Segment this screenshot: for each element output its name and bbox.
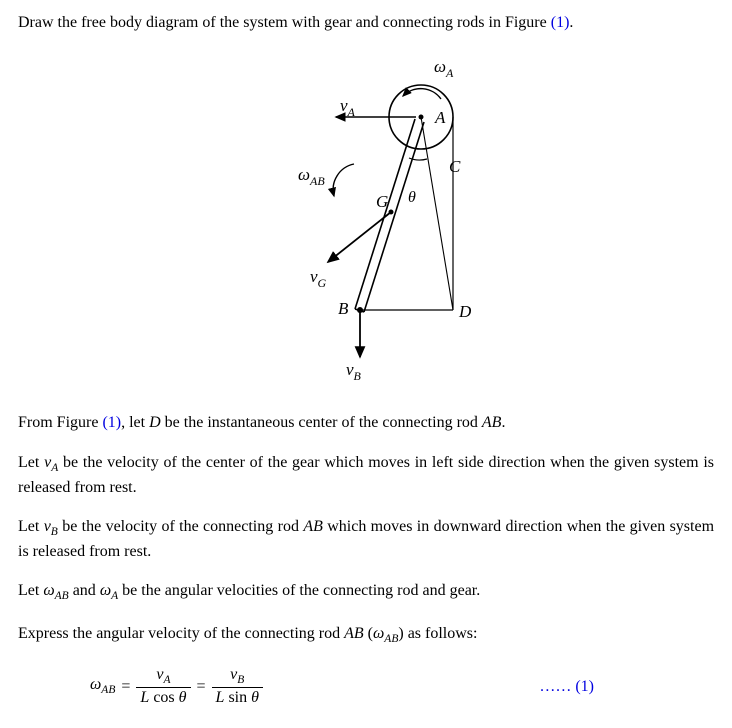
rod-AB-left	[355, 119, 415, 309]
free-body-diagram: ωA vA A C B D G	[216, 52, 516, 389]
p1c: be the instantaneous center of the conne…	[165, 414, 478, 431]
p4w1s: AB	[55, 591, 69, 603]
eqlhss: AB	[101, 684, 115, 696]
eq-eq1: =	[115, 676, 136, 698]
p5a: Express the angular velocity of the conn…	[18, 625, 340, 642]
p2a: Let	[18, 454, 39, 471]
eq-lhs: ωAB	[90, 674, 115, 699]
eq-den2: L sin θ	[212, 688, 263, 707]
paragraph-figure-D: From Figure (1), let D be the instantane…	[18, 412, 714, 434]
paragraph-express: Express the angular velocity of the conn…	[18, 623, 714, 648]
diagram-svg: ωA vA A C B D G	[216, 52, 516, 382]
eqd1t: θ	[179, 689, 187, 706]
paragraph-omegas: Let ωAB and ωA be the angular velocities…	[18, 580, 714, 605]
eq-n: (1)	[575, 678, 594, 695]
p3vsub: B	[51, 526, 58, 538]
eq-dots: ……	[539, 678, 571, 695]
eq-frac1: vA L cos θ	[136, 666, 190, 707]
p5pw: ω	[373, 625, 384, 642]
eq-num1: vA	[136, 666, 190, 688]
p4-wA: ωA	[100, 582, 118, 599]
D-label: D	[458, 302, 472, 321]
omega-AB-label: ωAB	[298, 165, 325, 188]
p4-wAB: ωAB	[43, 582, 68, 599]
paragraph-vB: Let vB be the velocity of the connecting…	[18, 516, 714, 562]
p5ps: AB	[384, 633, 398, 645]
theta-label: θ	[408, 189, 416, 206]
A-label: A	[434, 108, 446, 127]
eqd2L: L	[216, 689, 225, 706]
p4w2: ω	[100, 582, 111, 599]
eq-eq2: =	[191, 676, 212, 698]
p4a: Let	[18, 582, 39, 599]
intro-text-after: .	[569, 14, 573, 31]
eqlhsw: ω	[90, 676, 101, 693]
eq-frac2: vB L sin θ	[212, 666, 263, 707]
rod-AB-right	[364, 122, 424, 312]
p5-AB: AB	[344, 625, 364, 642]
p3b: be the velocity of the connecting rod	[62, 518, 299, 535]
eqd2t: θ	[251, 689, 259, 706]
p3v: v	[44, 518, 51, 535]
p4w1: ω	[43, 582, 54, 599]
omega-AB-arrow	[333, 164, 354, 196]
line-AD	[421, 117, 453, 310]
intro-paragraph: Draw the free body diagram of the system…	[18, 12, 714, 34]
equation-number: …… (1)	[263, 676, 714, 698]
p5b: as follows:	[408, 625, 478, 642]
figure-ref: (1)	[551, 14, 570, 31]
p1d: .	[501, 414, 505, 431]
p3a: Let	[18, 518, 39, 535]
intro-text-before: Draw the free body diagram of the system…	[18, 14, 547, 31]
p1-figref: (1)	[102, 414, 121, 431]
B-label: B	[338, 299, 349, 318]
p4mid: and	[73, 582, 96, 599]
omega-A-label: ωA	[434, 57, 454, 80]
eq-den1: L cos θ	[136, 688, 190, 707]
vG-label: vG	[310, 267, 327, 290]
p1-D: D	[149, 414, 161, 431]
eq-num2: vB	[212, 666, 263, 688]
p4b: be the angular velocities of the connect…	[122, 582, 480, 599]
p2b: be the velocity of the center of the gea…	[18, 454, 714, 496]
eqn1s: A	[163, 674, 170, 686]
p3-vB: vB	[44, 518, 58, 535]
omega-A-arrow	[403, 88, 441, 98]
C-label: C	[449, 157, 461, 176]
eqd2s: sin	[228, 689, 247, 706]
p1-AB: AB	[482, 414, 502, 431]
eqd1L: L	[140, 689, 149, 706]
p1a: From Figure	[18, 414, 98, 431]
vA-label: vA	[340, 96, 356, 119]
p2vsub: A	[51, 462, 58, 474]
p2-vA: vA	[44, 454, 58, 471]
eqn2s: B	[237, 674, 244, 686]
equation-row: ωAB = vA L cos θ = vB L sin θ …… (1)	[18, 666, 714, 707]
p5-paren: (ωAB)	[368, 625, 404, 642]
equation-body: ωAB = vA L cos θ = vB L sin θ	[90, 666, 263, 707]
vB-label: vB	[346, 360, 362, 382]
p1b: , let	[121, 414, 145, 431]
p4w2s: A	[111, 591, 118, 603]
paragraph-vA: Let vA be the velocity of the center of …	[18, 452, 714, 498]
eqd1c: cos	[153, 689, 174, 706]
free-body-diagram-container: ωA vA A C B D G	[18, 52, 714, 389]
G-label: G	[376, 192, 388, 211]
p3-AB: AB	[303, 518, 323, 535]
